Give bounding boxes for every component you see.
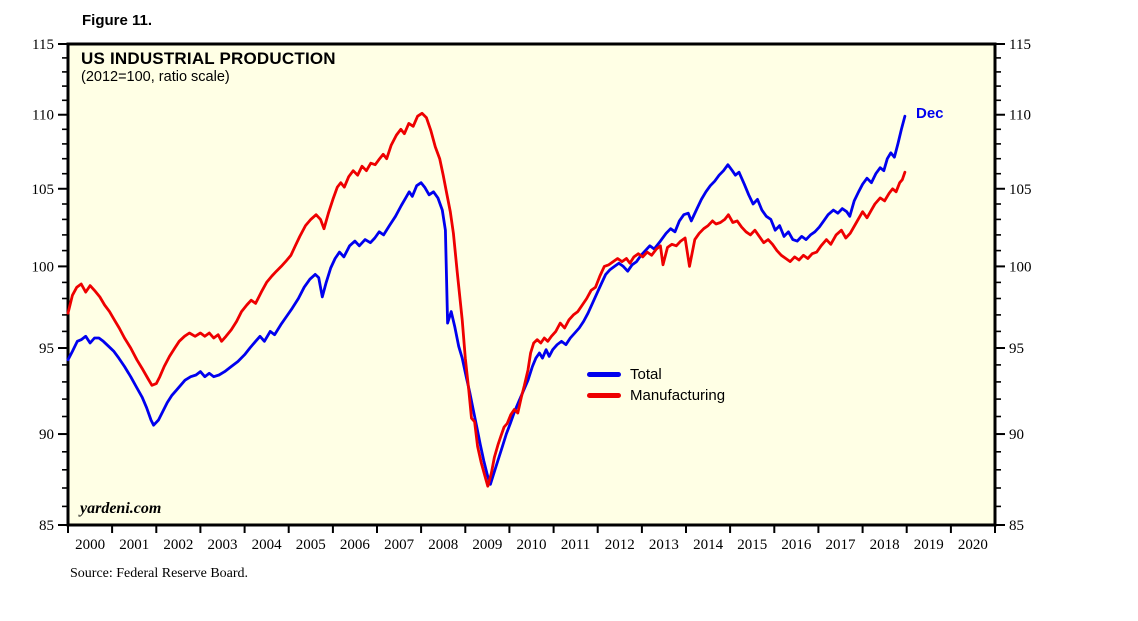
x-axis-label: 2018 [870,537,900,553]
x-axis-label: 2012 [605,537,635,553]
x-axis-label: 2011 [561,537,590,553]
y-axis-label-right: 85 [1009,518,1024,534]
y-axis-label-left: 105 [32,182,55,198]
plot-frame [66,42,997,527]
x-axis-label: 2002 [163,537,193,553]
legend-row-manufacturing: Manufacturing [587,385,725,406]
series-line-manufacturing [66,111,907,488]
x-axis-label: 2016 [781,537,812,553]
x-axis-label: 2000 [75,537,105,553]
x-axis-label: 2005 [296,537,326,553]
x-axis-label: 2019 [914,537,944,553]
chart-subtitle: (2012=100, ratio scale) [81,69,230,85]
legend-label-manufacturing: Manufacturing [630,387,726,404]
x-axis-label: 2020 [958,537,988,553]
figure-number-label: Figure 11. [82,12,153,29]
legend-row-total: Total [587,364,725,385]
x-axis-label: 2014 [693,537,724,553]
x-axis-label: 2001 [119,537,149,553]
y-axis-label-left: 110 [32,108,54,124]
x-axis-label: 2009 [472,537,502,553]
x-axis-label: 2008 [428,537,458,553]
y-axis-label-right: 95 [1009,341,1024,357]
source-note: Source: Federal Reserve Board. [70,566,249,581]
y-axis-label-left: 85 [39,518,54,534]
y-axis-label-right: 115 [1009,37,1031,53]
x-axis-label: 2003 [208,537,238,553]
y-axis-label-right: 105 [1009,182,1032,198]
legend: Total Manufacturing [587,364,725,406]
last-point-annotation: Dec [916,105,944,122]
y-axis-label-right: 90 [1009,427,1024,443]
x-axis-label: 2017 [826,537,857,553]
y-axis-label-left: 95 [39,341,54,357]
x-axis-label: 2006 [340,537,371,553]
total-line-swatch [587,372,621,377]
x-axis-label: 2013 [649,537,679,553]
x-axis-label: 2007 [384,537,415,553]
x-axis-label: 2010 [517,537,547,553]
series-line-total [66,114,907,486]
y-axis-label-left: 100 [32,259,55,275]
legend-label-total: Total [630,366,662,383]
yardeni-watermark: yardeni.com [80,500,162,517]
chart-title: US INDUSTRIAL PRODUCTION [81,49,336,68]
y-axis-label-right: 100 [1009,259,1032,275]
y-axis-label-right: 110 [1009,108,1031,124]
manufacturing-line-swatch [587,393,621,398]
x-axis-label: 2015 [737,537,767,553]
y-axis-label-left: 90 [39,427,54,443]
y-axis-label-left: 115 [32,37,54,53]
x-axis-label: 2004 [252,537,283,553]
